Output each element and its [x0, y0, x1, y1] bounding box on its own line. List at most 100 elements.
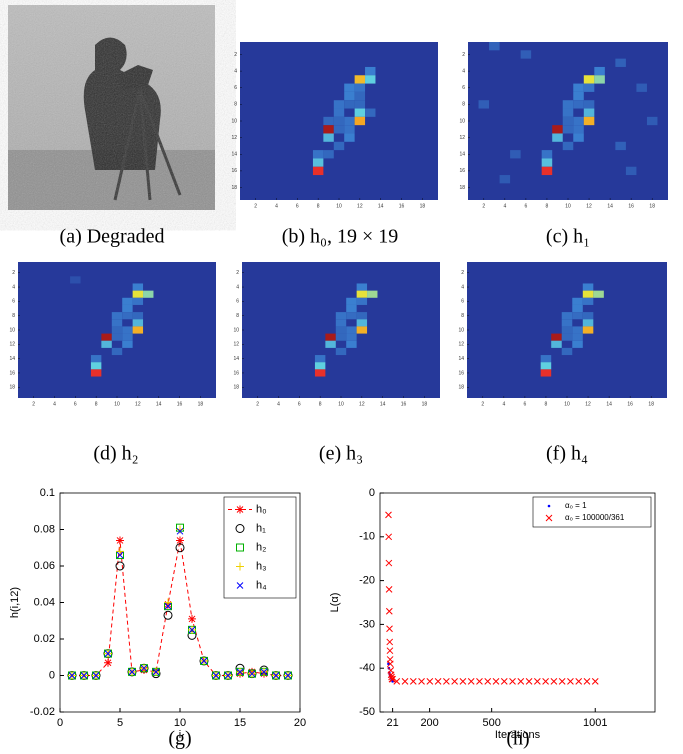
- caption: (e) h₃: [319, 443, 363, 465]
- degraded-image: [8, 5, 215, 210]
- y-tick-label: 4: [461, 284, 464, 290]
- x-tick-label: 16: [399, 203, 405, 209]
- heatmap-cell: [313, 158, 323, 166]
- x-tick-label: 500: [482, 717, 500, 729]
- x-tick-label: 18: [420, 203, 426, 209]
- heatmap-cell: [584, 84, 595, 92]
- x-tick-label: 4: [275, 203, 278, 209]
- heatmap-cell: [325, 334, 335, 341]
- y-tick-label: 10: [459, 118, 465, 124]
- x-tick-label: 4: [503, 203, 506, 209]
- data-point: [435, 678, 441, 684]
- heatmap-cell: [562, 326, 573, 333]
- heatmap-cell: [615, 59, 626, 67]
- y-tick-label: 12: [458, 342, 464, 348]
- x-tick-label: 0: [57, 717, 63, 729]
- data-point: [551, 678, 557, 684]
- y-tick-label: 14: [458, 356, 464, 362]
- heatmap-cell: [315, 355, 325, 362]
- heatmap-cell: [112, 312, 122, 319]
- heatmap-cell: [365, 75, 375, 83]
- heatmap-cell: [91, 362, 101, 369]
- heatmap-cell: [593, 291, 604, 298]
- heatmap-cell: [552, 125, 563, 133]
- data-point: [387, 626, 393, 632]
- heatmap-cell: [541, 362, 552, 369]
- x-tick-label: 4: [53, 401, 56, 407]
- y-tick-label: 6: [236, 299, 239, 305]
- x-tick-label: 2: [32, 401, 35, 407]
- x-tick-label: 15: [234, 717, 246, 729]
- heatmap-cell: [479, 100, 490, 108]
- heatmap-cell: [344, 92, 354, 100]
- data-point: [526, 678, 532, 684]
- x-tick-label: 16: [177, 401, 183, 407]
- heatmap-cell: [357, 312, 367, 319]
- heatmap-cell: [563, 100, 574, 108]
- heatmap-cell: [355, 84, 365, 92]
- heatmap-cell: [334, 125, 344, 133]
- y-tick-label: 6: [461, 299, 464, 305]
- heatmap-cell: [583, 298, 594, 305]
- heatmap-cell: [133, 326, 143, 333]
- x-tick-label: 12: [359, 401, 365, 407]
- x-tick-label: 2: [254, 203, 257, 209]
- x-tick-label: 6: [298, 401, 301, 407]
- heatmap-cell: [112, 326, 122, 333]
- heatmap-cell: [357, 326, 367, 333]
- heatmap-cell: [563, 117, 574, 125]
- legend-box: [533, 497, 651, 527]
- y-tick-label: 10: [231, 118, 237, 124]
- data-point: [385, 512, 391, 518]
- heatmap-cell: [133, 319, 143, 326]
- y-tick-label: 16: [458, 370, 464, 376]
- x-tick-label: 10: [565, 203, 571, 209]
- y-tick-label: 4: [236, 284, 239, 290]
- heatmap-cell: [325, 341, 335, 348]
- caption: (b) h₀, 19 × 19: [282, 226, 399, 248]
- heatmap-cell: [572, 312, 583, 319]
- heatmap-cell: [355, 100, 365, 108]
- y-tick-label: 12: [231, 135, 237, 141]
- heatmap-cell: [583, 291, 594, 298]
- figure: (a) Degraded (b) h₀, 19 × 19 (c) h₁ (d) …: [0, 0, 683, 754]
- data-point: [419, 678, 425, 684]
- data-point: [493, 678, 499, 684]
- heatmap-cell: [122, 298, 132, 305]
- y-tick-label: 0: [49, 669, 55, 681]
- y-tick-label: 18: [233, 385, 239, 391]
- x-tick-label: 200: [420, 717, 438, 729]
- heatmap-cell: [583, 326, 594, 333]
- data-point: [188, 615, 196, 623]
- y-tick-label: 2: [234, 52, 237, 58]
- x-tick-label: 10: [564, 401, 570, 407]
- y-tick-label: 0.02: [34, 633, 55, 645]
- data-point: [410, 678, 416, 684]
- y-tick-label: 12: [459, 135, 465, 141]
- heatmap-cell: [552, 133, 563, 141]
- heatmap-cell: [336, 312, 346, 319]
- x-tick-label: 2: [256, 401, 259, 407]
- heatmap-cell: [313, 150, 323, 158]
- x-tick-label: 6: [525, 203, 528, 209]
- data-point: [176, 526, 184, 534]
- y-tick-label: 16: [233, 370, 239, 376]
- heatmap-cell: [563, 109, 574, 117]
- data-point: [386, 534, 392, 540]
- y-tick-label: 4: [12, 284, 15, 290]
- y-tick-label: 14: [9, 356, 15, 362]
- y-tick-label: 2: [236, 270, 239, 276]
- x-tick-label: 10: [336, 203, 342, 209]
- x-tick-label: 6: [74, 401, 77, 407]
- heatmap-cell: [346, 334, 356, 341]
- data-point: [534, 678, 540, 684]
- legend-label: α₀ = 1: [565, 501, 587, 510]
- heatmap-cell: [334, 142, 344, 150]
- x-tick-label: 18: [198, 401, 204, 407]
- heatmap-cell: [336, 334, 346, 341]
- heatmap-cell: [584, 100, 595, 108]
- heatmap-cell: [562, 334, 573, 341]
- data-point: [510, 678, 516, 684]
- y-tick-label: 14: [233, 356, 239, 362]
- x-tick-label: 2: [481, 401, 484, 407]
